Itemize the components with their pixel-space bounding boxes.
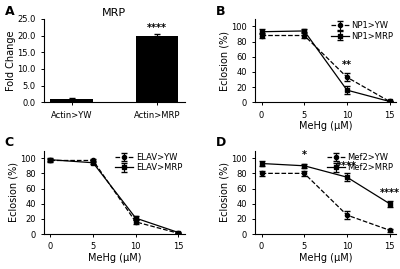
Text: ****: **** (337, 161, 357, 171)
Bar (136, 36, 178, 102)
X-axis label: MeHg (μM): MeHg (μM) (299, 121, 352, 131)
Y-axis label: Eclosion (%): Eclosion (%) (220, 31, 230, 91)
Text: C: C (4, 136, 14, 150)
Text: B: B (216, 5, 225, 18)
Text: ****: **** (147, 23, 167, 33)
Legend: Mef2>YW, Mef2>MRP: Mef2>YW, Mef2>MRP (326, 152, 394, 173)
X-axis label: MeHg (μM): MeHg (μM) (299, 253, 352, 263)
Legend: ELAV>YW, ELAV>MRP: ELAV>YW, ELAV>MRP (114, 152, 183, 173)
Text: ****: **** (380, 188, 400, 198)
Y-axis label: Fold Change: Fold Change (6, 30, 16, 91)
Y-axis label: Eclosion (%): Eclosion (%) (220, 162, 230, 222)
Title: MRP: MRP (102, 8, 126, 18)
Text: D: D (216, 136, 226, 150)
Legend: NP1>YW, NP1>MRP: NP1>YW, NP1>MRP (330, 20, 394, 41)
X-axis label: MeHg (μM): MeHg (μM) (88, 253, 141, 263)
Text: **: ** (342, 61, 352, 70)
Text: A: A (4, 5, 14, 18)
Bar (50, 99, 93, 102)
Text: *: * (302, 150, 307, 161)
Y-axis label: Eclosion (%): Eclosion (%) (8, 162, 18, 222)
